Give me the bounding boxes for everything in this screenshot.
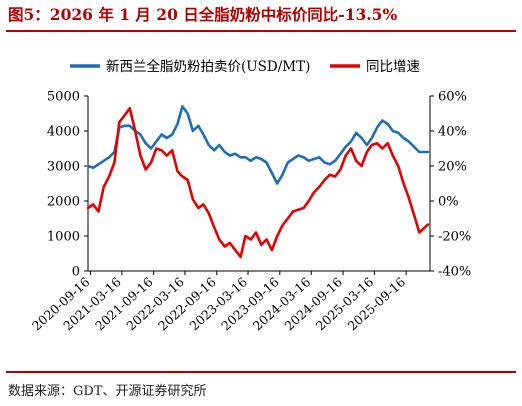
axes: [84, 95, 434, 275]
right-tick-label: 0%: [438, 195, 459, 210]
left-tick-label: 1000: [47, 230, 80, 245]
tick-labels: 0 1000 2000 3000 4000 5000 -40% -20% 0% 20% 40% 60%…: [29, 90, 471, 334]
left-tick-label: 4000: [47, 125, 80, 140]
right-tick-label: -40%: [438, 265, 471, 280]
source-rule: [6, 371, 516, 373]
series-lines: [86, 105, 430, 259]
figure-title: 图5：2026 年 1 月 20 日全脂奶粉中标价同比-13.5%: [8, 5, 398, 24]
left-tick-label: 3000: [47, 160, 80, 175]
left-tick-label: 5000: [47, 90, 80, 105]
legend-label-1: 新西兰全脂奶粉拍卖价(USD/MT): [106, 58, 310, 75]
right-tick-label: 40%: [438, 125, 467, 140]
legend: 新西兰全脂奶粉拍卖价(USD/MT) 同比增速: [70, 58, 420, 75]
title-rule: [6, 30, 516, 32]
source-note: 数据来源：GDT、开源证券研究所: [8, 384, 207, 399]
right-tick-label: 60%: [438, 90, 467, 105]
legend-label-2: 同比增速: [366, 59, 420, 75]
left-tick-label: 2000: [47, 195, 80, 210]
right-tick-label: -20%: [438, 230, 471, 245]
left-tick-label: 0: [72, 265, 80, 280]
right-tick-label: 20%: [438, 160, 467, 175]
